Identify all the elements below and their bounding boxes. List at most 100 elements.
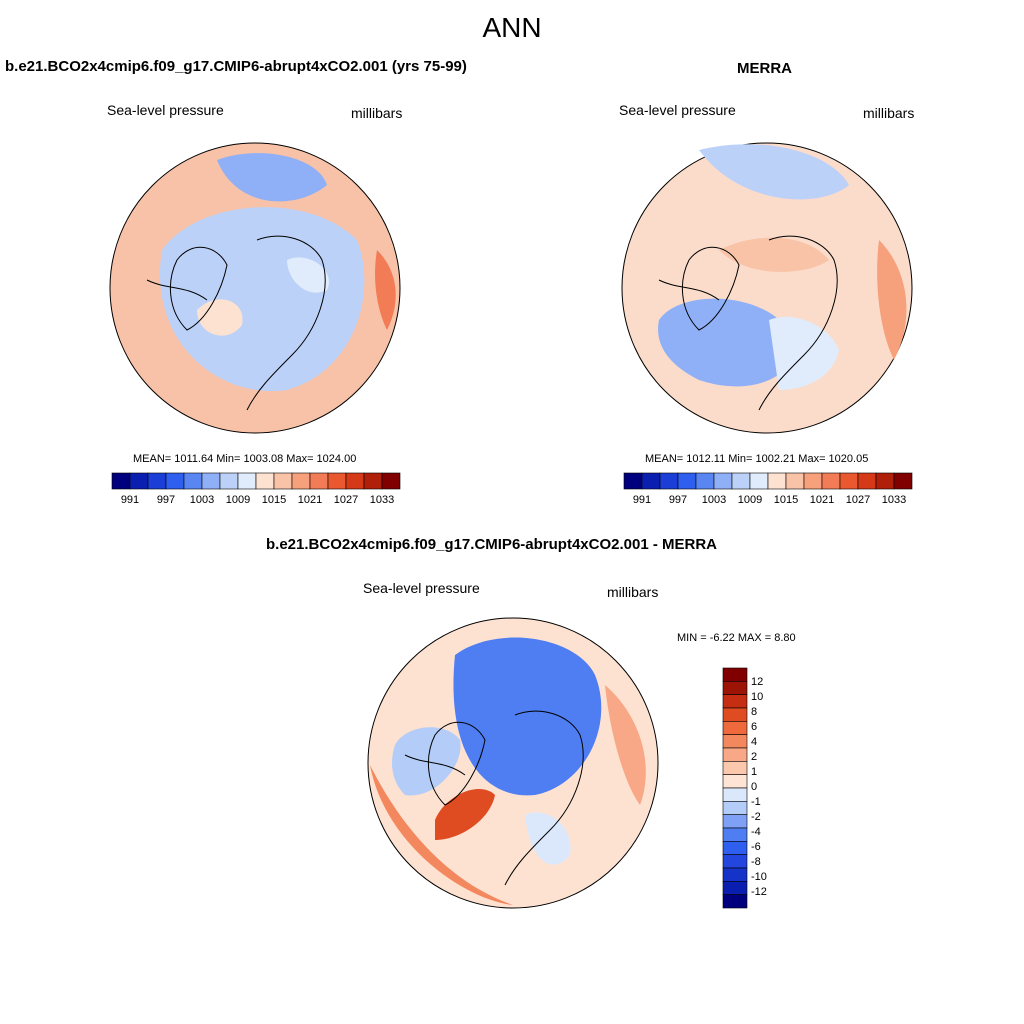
obs-case-title: MERRA: [737, 60, 792, 77]
diff-colorbar-box: [722, 734, 748, 749]
diff-arctic-negative-region: [453, 637, 602, 796]
model-colorbar-tick-label: 1021: [297, 494, 323, 506]
obs-units-label: millibars: [863, 105, 915, 121]
model-colorbar-tick-label: 1003: [189, 494, 215, 506]
diff-colorbar-tick-label: 0: [751, 781, 758, 793]
diff-colorbar-tick-label: 8: [751, 706, 758, 718]
diff-colorbar-tick-label: 6: [751, 721, 758, 733]
model-variable-label: Sea-level pressure: [107, 102, 224, 118]
obs-colorbar-box: [695, 472, 715, 490]
model-colorbar-tick-label: 1027: [333, 494, 359, 506]
diff-units-label: millibars: [607, 584, 659, 600]
diff-colorbar-tick-label: -6: [751, 841, 761, 853]
model-colorbar-box: [381, 472, 401, 490]
diff-colorbar-box: [722, 774, 748, 789]
obs-colorbar-box: [893, 472, 913, 490]
model-pacific-high-region: [375, 250, 396, 330]
obs-colorbar-box: [839, 472, 859, 490]
diff-minmax-text: MIN = -6.22 MAX = 8.80: [677, 632, 796, 644]
model-colorbar-box: [183, 472, 203, 490]
diff-coastline-canada: [404, 754, 466, 776]
diff-colorbar-tick-label: 10: [751, 691, 764, 703]
obs-colorbar-box: [803, 472, 823, 490]
diff-colorbar-tick-label: -2: [751, 811, 761, 823]
obs-colorbar-tick-label: 1021: [809, 494, 835, 506]
obs-variable-label: Sea-level pressure: [619, 102, 736, 118]
model-colorbar-box: [165, 472, 185, 490]
model-colorbar-box: [273, 472, 293, 490]
diff-colorbar-tick-label: 4: [751, 736, 758, 748]
diff-colorbar-tick-label: -12: [751, 886, 767, 898]
obs-stats-text: MEAN= 1012.11 Min= 1002.21 Max= 1020.05: [645, 453, 869, 465]
obs-colorbar-box: [821, 472, 841, 490]
model-colorbar-box: [363, 472, 383, 490]
diff-polar-map: [367, 617, 659, 909]
diff-colorbar-box: [722, 747, 748, 762]
diff-colorbar-box: [722, 854, 748, 869]
diff-colorbar-box: [722, 801, 748, 815]
obs-colorbar-tick-label: 991: [632, 494, 652, 506]
diff-colorbar-box: [722, 867, 748, 882]
diff-colorbar-box: [722, 894, 748, 909]
diff-colorbar-box: [722, 787, 748, 802]
obs-coastline-eurasia: [758, 235, 838, 411]
model-colorbar-box: [327, 472, 347, 490]
obs-colorbar-tick-label: 1027: [845, 494, 871, 506]
model-colorbar-box: [129, 472, 149, 490]
obs-arctic-low-region: [699, 144, 849, 200]
obs-colorbar-box: [857, 472, 877, 490]
diff-variable-label: Sea-level pressure: [363, 580, 480, 596]
diff-colorbar-box: [722, 814, 748, 829]
diff-colorbar-tick-label: -10: [751, 871, 767, 883]
model-colorbar-box: [291, 472, 311, 490]
diff-colorbar-tick-label: 1: [751, 766, 758, 778]
model-colorbar-box: [111, 472, 131, 490]
model-units-label: millibars: [351, 105, 403, 121]
model-colorbar-tick-label: 1009: [225, 494, 251, 506]
diff-colorbar-box: [722, 827, 748, 842]
model-low-pressure-region: [159, 207, 365, 392]
model-colorbar-tick-label: 1033: [369, 494, 395, 506]
diff-colorbar-box: [722, 881, 748, 895]
obs-colorbar-box: [785, 472, 805, 490]
diff-colorbar-tick-label: 2: [751, 751, 758, 763]
obs-colorbar: [623, 472, 913, 490]
model-colorbar-box: [345, 472, 365, 490]
model-colorbar-box: [309, 472, 329, 490]
obs-eurasia-region: [769, 316, 839, 390]
model-coastline-canada: [146, 279, 208, 301]
obs-colorbar-box: [677, 472, 697, 490]
model-colorbar-tick-label: 997: [156, 494, 176, 506]
diff-colorbar-box: [722, 681, 748, 695]
model-arctic-low-region: [217, 153, 327, 202]
model-greenland-high-region: [197, 299, 243, 336]
diff-colorbar-tick-label: -8: [751, 856, 761, 868]
model-stats-text: MEAN= 1011.64 Min= 1003.08 Max= 1024.00: [133, 453, 357, 465]
diff-coastline-greenland: [427, 721, 486, 806]
obs-pacific-high-region: [877, 240, 907, 360]
obs-colorbar-box: [659, 472, 679, 490]
model-colorbar-tick-label: 1015: [261, 494, 287, 506]
obs-coastline-greenland: [681, 246, 740, 331]
model-colorbar: [111, 472, 401, 490]
obs-colorbar-tick-label: 1009: [737, 494, 763, 506]
diff-case-title: b.e21.BCO2x4cmip6.f09_g17.CMIP6-abrupt4x…: [266, 536, 717, 553]
diff-europe-negative-region: [525, 812, 571, 865]
diff-colorbar-box: [722, 721, 748, 735]
diff-colorbar-box: [722, 667, 748, 682]
obs-colorbar-tick-label: 1015: [773, 494, 799, 506]
model-colorbar-tick-label: 991: [120, 494, 140, 506]
diff-colorbar-box: [722, 841, 748, 855]
model-colorbar-box: [219, 472, 239, 490]
obs-colorbar-box: [731, 472, 751, 490]
page-title: ANN: [482, 12, 542, 43]
obs-polar-map: [621, 142, 913, 434]
obs-colorbar-box: [623, 472, 643, 490]
diff-colorbar-box: [722, 761, 748, 775]
obs-colorbar-tick-label: 1033: [881, 494, 907, 506]
model-colorbar-box: [255, 472, 275, 490]
diff-colorbar-tick-label: -1: [751, 796, 761, 808]
model-case-title: b.e21.BCO2x4cmip6.f09_g17.CMIP6-abrupt4x…: [5, 58, 467, 75]
obs-colorbar-box: [875, 472, 895, 490]
obs-pole-high-region: [719, 237, 829, 272]
